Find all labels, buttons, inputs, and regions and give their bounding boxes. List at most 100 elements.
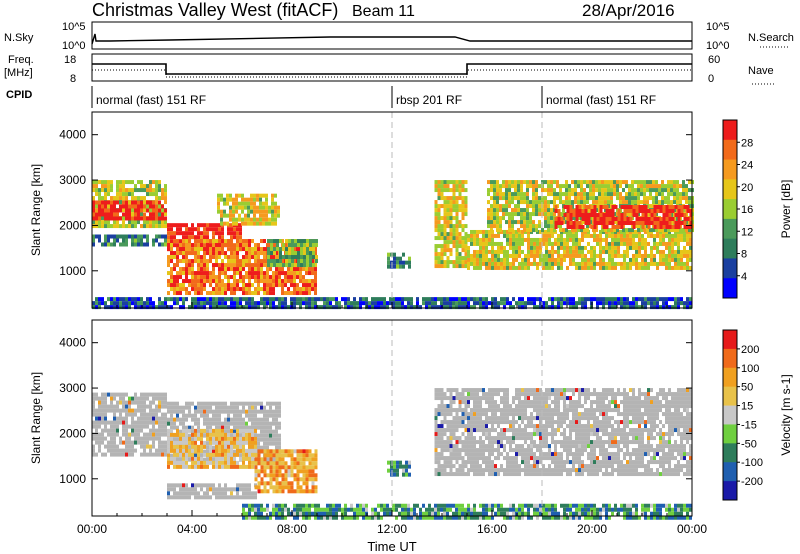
range-gate-cell bbox=[212, 305, 215, 310]
range-gate-cell bbox=[128, 220, 131, 225]
range-gate-cell bbox=[263, 271, 266, 276]
range-gate-cell bbox=[398, 297, 401, 302]
range-gate-cell bbox=[245, 483, 248, 488]
range-gate-cell bbox=[173, 491, 176, 496]
range-gate-cell bbox=[656, 261, 659, 266]
range-gate-cell bbox=[122, 224, 125, 229]
range-gate-cell bbox=[224, 444, 227, 449]
range-gate-cell bbox=[602, 301, 605, 306]
range-gate-cell bbox=[119, 242, 122, 247]
range-gate-cell bbox=[206, 452, 209, 457]
range-gate-cell bbox=[499, 204, 502, 209]
range-gate-cell bbox=[530, 245, 533, 250]
range-gate-cell bbox=[446, 256, 450, 261]
range-gate-cell bbox=[550, 216, 553, 221]
range-gate-cell bbox=[626, 249, 629, 254]
range-gate-cell bbox=[467, 261, 470, 266]
range-gate-cell bbox=[297, 239, 300, 244]
range-gate-cell bbox=[164, 420, 167, 425]
range-gate-cell bbox=[265, 205, 268, 210]
range-gate-cell bbox=[164, 188, 167, 193]
range-gate-cell bbox=[113, 305, 116, 310]
range-gate-cell bbox=[125, 234, 128, 239]
range-gate-cell bbox=[212, 464, 215, 469]
range-gate-cell bbox=[251, 444, 254, 449]
range-gate-cell bbox=[140, 200, 143, 205]
range-gate-cell bbox=[167, 305, 170, 310]
range-gate-cell bbox=[503, 261, 506, 266]
range-gate-cell bbox=[128, 432, 131, 437]
range-gate-cell bbox=[137, 408, 140, 413]
range-gate-cell bbox=[131, 408, 134, 413]
range-gate-cell bbox=[221, 235, 224, 240]
range-gate-cell bbox=[131, 424, 134, 429]
range-gate-cell bbox=[656, 221, 660, 226]
range-gate-cell bbox=[437, 252, 441, 257]
range-gate-cell bbox=[592, 184, 595, 189]
range-gate-cell bbox=[238, 217, 241, 222]
range-gate-cell bbox=[209, 448, 212, 453]
range-gate-cell bbox=[374, 301, 377, 306]
range-gate-cell bbox=[514, 188, 517, 193]
range-gate-cell bbox=[664, 196, 667, 201]
range-gate-cell bbox=[209, 271, 212, 276]
range-gate-cell bbox=[221, 460, 224, 465]
range-gate-cell bbox=[530, 297, 533, 302]
range-gate-cell bbox=[572, 213, 576, 218]
range-gate-cell bbox=[596, 241, 599, 246]
range-gate-cell bbox=[281, 305, 284, 310]
range-gate-cell bbox=[332, 305, 335, 310]
range-gate-cell bbox=[623, 301, 626, 306]
range-gate-cell bbox=[587, 261, 590, 266]
range-gate-cell bbox=[277, 213, 280, 218]
range-gate-cell bbox=[233, 247, 236, 252]
range-gate-cell bbox=[224, 429, 227, 434]
range-gate-cell bbox=[200, 456, 203, 461]
range-gate-cell bbox=[598, 196, 601, 201]
range-gate-cell bbox=[256, 209, 259, 214]
range-gate-cell bbox=[596, 221, 600, 226]
range-gate-cell bbox=[197, 429, 200, 434]
range-gate-cell bbox=[461, 297, 464, 302]
range-gate-cell bbox=[203, 287, 206, 292]
range-gate-cell bbox=[374, 305, 377, 310]
range-gate-cell bbox=[146, 184, 149, 189]
range-gate-cell bbox=[626, 209, 630, 214]
range-gate-cell bbox=[262, 205, 265, 210]
range-gate-cell bbox=[279, 263, 282, 268]
range-gate-cell bbox=[562, 192, 565, 197]
range-gate-cell bbox=[686, 249, 689, 254]
range-gate-cell bbox=[161, 234, 164, 239]
range-gate-cell bbox=[315, 239, 318, 244]
range-gate-cell bbox=[137, 301, 140, 306]
range-gate-cell bbox=[188, 457, 191, 462]
range-gate-cell bbox=[194, 275, 197, 280]
range-gate-cell bbox=[575, 225, 579, 230]
range-gate-cell bbox=[668, 237, 671, 242]
range-gate-cell bbox=[593, 245, 596, 250]
range-gate-cell bbox=[137, 200, 140, 205]
range-gate-cell bbox=[230, 231, 233, 236]
range-gate-cell bbox=[278, 271, 281, 276]
range-gate-cell bbox=[562, 200, 565, 205]
range-gate-cell bbox=[245, 456, 248, 461]
range-gate-cell bbox=[353, 297, 356, 302]
range-gate-cell bbox=[617, 301, 620, 306]
range-gate-cell bbox=[140, 400, 143, 405]
range-gate-cell bbox=[212, 449, 215, 454]
range-gate-cell bbox=[485, 229, 488, 234]
range-gate-cell bbox=[275, 453, 279, 458]
range-gate-cell bbox=[230, 460, 233, 465]
range-gate-cell bbox=[554, 225, 558, 230]
range-gate-cell bbox=[619, 196, 622, 201]
range-gate-cell bbox=[514, 220, 517, 225]
range-gate-cell bbox=[116, 184, 119, 189]
range-gate-cell bbox=[458, 240, 462, 245]
range-gate-cell bbox=[233, 255, 236, 260]
range-gate-cell bbox=[443, 224, 447, 229]
range-gate-cell bbox=[221, 231, 224, 236]
range-gate-cell bbox=[631, 180, 634, 185]
range-gate-cell bbox=[461, 256, 465, 261]
range-gate-cell bbox=[167, 448, 170, 453]
range-gate-cell bbox=[671, 249, 674, 254]
